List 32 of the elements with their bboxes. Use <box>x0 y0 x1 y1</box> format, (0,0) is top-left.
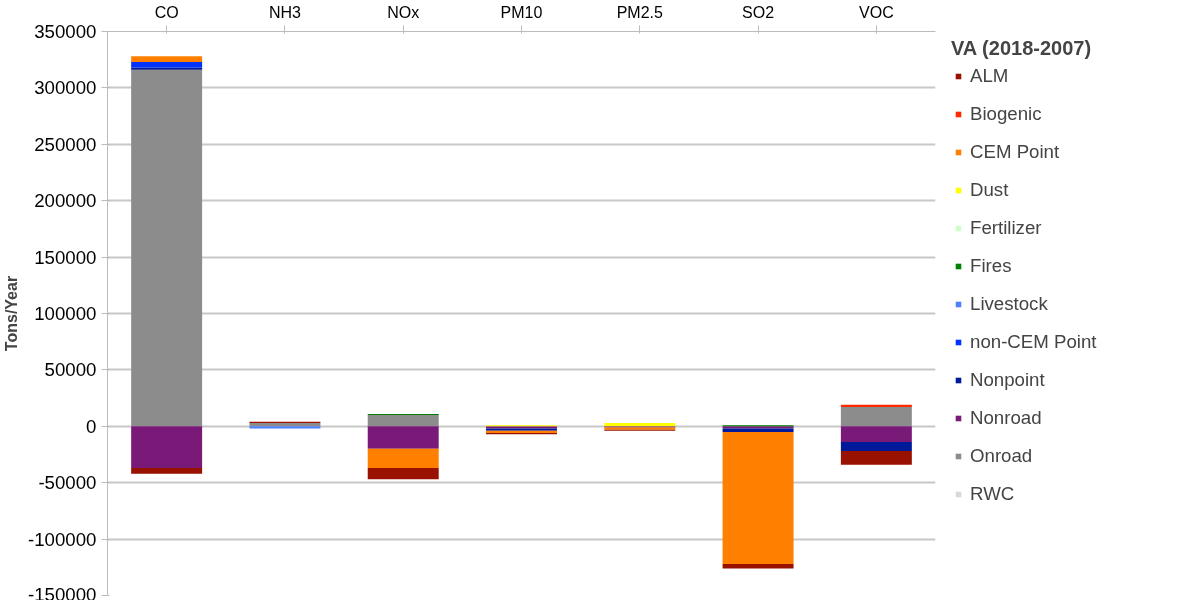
legend-label: Dust <box>970 179 1009 201</box>
y-tick-label: 200000 <box>34 190 97 212</box>
x-tick-label: VOC <box>859 3 894 21</box>
y-tick-label: 150000 <box>34 246 97 268</box>
legend-label: RWC <box>970 483 1015 505</box>
y-tick-label: -50000 <box>38 472 97 494</box>
y-tick-label: 0 <box>86 415 97 437</box>
x-tick-label: PM10 <box>500 3 543 21</box>
legend-label: Nonpoint <box>970 369 1045 391</box>
x-tick-label: SO2 <box>742 3 775 21</box>
y-tick-label: -100000 <box>28 528 97 550</box>
y-tick-label: 300000 <box>34 77 97 99</box>
x-tick-label: NH3 <box>268 3 302 21</box>
y-tick-label: -150000 <box>28 583 97 605</box>
x-tick-label: CO <box>154 3 179 21</box>
legend-label: Fertilizer <box>970 217 1042 239</box>
x-tick-label: NOx <box>387 3 420 21</box>
legend-label: Biogenic <box>970 103 1042 125</box>
legend-label: Nonroad <box>970 407 1042 429</box>
y-tick-label: 50000 <box>44 359 97 381</box>
y-axis-title: Tons/Year <box>3 275 21 352</box>
x-tick-label: PM2.5 <box>616 3 664 21</box>
legend-label: Fires <box>970 255 1012 277</box>
y-tick-label: 250000 <box>34 133 97 155</box>
y-tick-label: 100000 <box>34 303 97 324</box>
legend-title: VA (2018-2007) <box>951 37 1093 60</box>
legend-label: ALM <box>970 65 1009 87</box>
legend-label: non-CEM Point <box>970 331 1097 353</box>
legend-label: CEM Point <box>970 141 1060 163</box>
legend-label: Onroad <box>970 445 1033 467</box>
y-tick-label: 350000 <box>34 21 97 42</box>
legend-label: Livestock <box>970 293 1048 315</box>
